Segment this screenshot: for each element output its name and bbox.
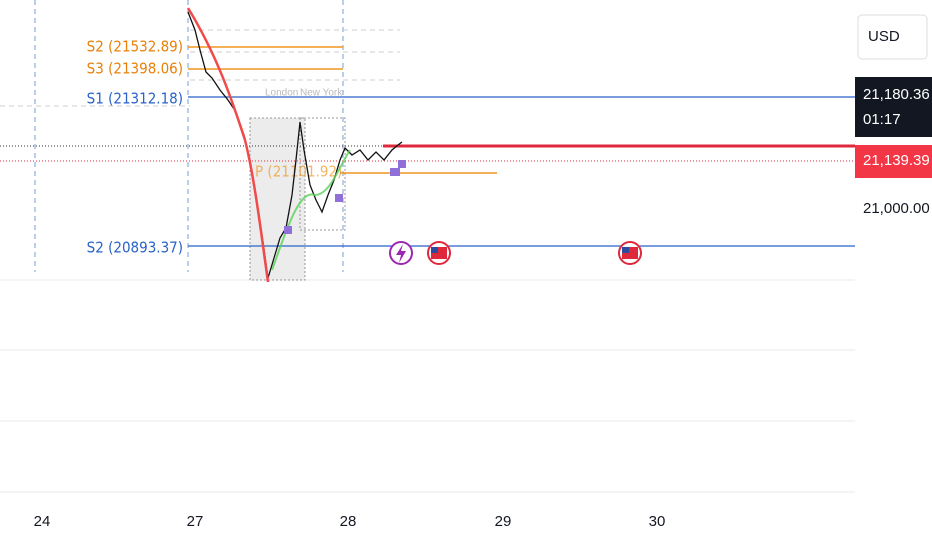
faint-levels (0, 29, 400, 107)
time-label: 24 (34, 513, 51, 530)
newyork-box (299, 117, 346, 231)
trend-line (186, 7, 270, 283)
time-label: 27 (187, 513, 204, 530)
event-icon[interactable] (389, 241, 413, 265)
level-label: S1 (21312.18) (87, 90, 183, 108)
time-label: 28 (340, 513, 357, 530)
currency-label: USD (868, 28, 900, 45)
session-dividers (34, 0, 344, 272)
grid (0, 279, 855, 493)
close-price: 21,139.39 (863, 152, 930, 169)
event-icon[interactable] (618, 241, 642, 265)
level-label: S3 (21398.06) (87, 60, 183, 78)
countdown: 01:17 (863, 111, 901, 128)
currency-button[interactable] (857, 14, 928, 60)
last-price-box (855, 77, 932, 137)
price-line (187, 11, 403, 279)
event-icon[interactable] (427, 241, 451, 265)
price-level: 21,000.00 (863, 200, 930, 217)
session-label: London (265, 88, 298, 99)
time-axis: 24 27 28 29 30 (34, 513, 666, 530)
last-price: 21,180.36 (863, 86, 930, 103)
level-label: P (21101.92) (255, 163, 342, 181)
london-box (249, 117, 306, 281)
time-label: 29 (495, 513, 512, 530)
close-price-box (855, 145, 932, 178)
time-label: 30 (649, 513, 666, 530)
signal-markers (284, 160, 406, 234)
session-label: New York (300, 88, 343, 99)
level-label: S2 (20893.37) (87, 239, 183, 257)
level-label: S2 (21532.89) (87, 38, 183, 56)
